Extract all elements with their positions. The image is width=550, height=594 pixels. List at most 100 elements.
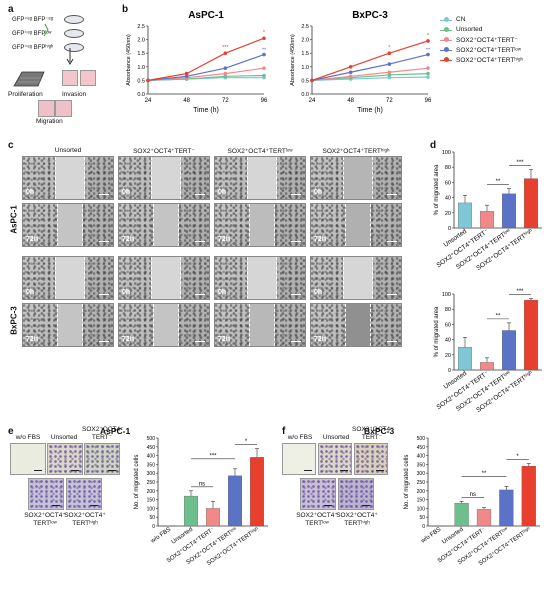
- significance-mark: *: [263, 30, 266, 36]
- data-point: [387, 51, 392, 55]
- sort-row-2-label: GFP⁺ᵉᵍ BFPˡᵒʷ: [12, 31, 52, 37]
- y-tick-label: 2.0: [137, 38, 145, 44]
- column-header: SOX2⁺OCT4⁺TERT⁻: [133, 148, 195, 155]
- legend-label: Unsorted: [456, 26, 483, 33]
- bar: [228, 475, 242, 527]
- x-axis-label: Time (h): [193, 107, 219, 114]
- legend-marker: [444, 17, 449, 22]
- data-point: [262, 52, 266, 57]
- data-point: [184, 74, 189, 79]
- y-tick-label: 40: [445, 196, 451, 202]
- micrograph: 72h: [118, 303, 210, 347]
- y-tick-label: 450: [417, 445, 426, 451]
- series-line: [311, 67, 429, 81]
- y-axis-label: % of migrated area: [434, 164, 440, 215]
- chart-title: BxPC-3: [352, 10, 388, 21]
- data-point: [426, 52, 430, 57]
- x-tick-label: 96: [425, 98, 432, 104]
- y-tick-label: 50: [149, 515, 155, 521]
- transwell-icon: [80, 70, 96, 86]
- bar: [454, 502, 469, 527]
- micrograph: 72h: [214, 203, 306, 247]
- migration-well-icon: [38, 100, 55, 117]
- y-tick-label: 100: [417, 506, 426, 512]
- chart-title: AsPC-1: [188, 10, 224, 21]
- bar: [521, 466, 536, 527]
- y-tick-label: 400: [147, 454, 156, 460]
- y-tick-label: 500: [417, 436, 426, 442]
- x-tick-label: 24: [145, 98, 152, 104]
- y-tick-label: 0.0: [137, 92, 145, 98]
- x-tick-label: 72: [386, 98, 393, 104]
- y-tick-label: 1.5: [301, 51, 309, 57]
- well-label: Unsorted: [50, 434, 78, 441]
- y-tick-label: 250: [417, 480, 426, 486]
- legend-marker: [444, 57, 449, 62]
- y-tick-label: 100: [442, 292, 451, 298]
- significance-label: **: [496, 313, 501, 319]
- data-point: [426, 39, 430, 43]
- significance-mark: ***: [222, 45, 229, 51]
- row-group-label: AsPC-1: [9, 205, 19, 234]
- proliferation-label: Proliferation: [8, 91, 43, 98]
- transwell-image: [10, 443, 46, 475]
- series-line: [311, 53, 429, 81]
- y-axis-label: Absorbance (450nm): [290, 34, 296, 86]
- line-chart-aspc1: AsPC-1 0.0 0.5 1.0 1.5 2.0 2.5 24 48 72 96 Time (h)…: [126, 10, 268, 114]
- x-tick-label: 96: [261, 98, 268, 104]
- legend-marker: [444, 37, 449, 42]
- data-point: [184, 71, 189, 76]
- y-tick-label: 80: [445, 165, 451, 171]
- invasion-label: Invasion: [62, 91, 87, 98]
- series-line: [311, 76, 429, 81]
- series-line: [311, 40, 429, 81]
- y-tick-label: 0: [448, 368, 451, 374]
- legend-label: SOX2⁺OCT4⁺TERT⁻: [456, 37, 518, 44]
- micrograph: 0h: [22, 256, 114, 300]
- panel-label-e: e: [8, 426, 14, 437]
- y-tick-label: 60: [445, 322, 451, 328]
- y-tick-label: 450: [147, 445, 156, 451]
- transwell-image: [318, 443, 352, 475]
- data-point: [146, 78, 150, 83]
- well-label: SOX2⁺OCT4⁺ TERTʰⁱᵍʰ: [336, 512, 378, 527]
- dish-icon: [64, 15, 84, 24]
- data-point: [387, 70, 392, 75]
- y-tick-label: 0.5: [137, 78, 145, 84]
- sort-row-1-label: GFP⁺ᵉᵍ BFP⁻ᵉᵍ: [12, 17, 53, 23]
- y-tick-label: 0: [448, 226, 451, 232]
- micrograph: 0h: [118, 256, 210, 300]
- data-point: [223, 66, 228, 70]
- legend-marker: [444, 47, 449, 52]
- y-tick-label: 150: [417, 498, 426, 504]
- column-header: SOX2⁺OCT4⁺TERTˡᵒʷ: [227, 148, 293, 155]
- well-label: SOX2⁺OCT4⁺ TERTˡᵒʷ: [24, 512, 66, 527]
- panel-label-d: d: [430, 140, 437, 151]
- y-tick-label: 300: [417, 471, 426, 477]
- y-tick-label: 400: [417, 454, 426, 460]
- y-tick-label: 350: [147, 462, 156, 468]
- micrograph: 72h: [214, 303, 306, 347]
- y-tick-label: 2.5: [137, 24, 145, 30]
- micrograph: 72h: [22, 303, 114, 347]
- panel-f-title: BxPC-3: [364, 426, 395, 436]
- arrows-icon: [43, 23, 74, 65]
- significance-label: *: [516, 454, 519, 460]
- y-tick-label: 60: [445, 180, 451, 186]
- legend-item: SOX2⁺OCT4⁺TERTˡᵒʷ: [440, 46, 548, 56]
- well-label: SOX2⁺OCT4⁺ TERTˡᵒʷ: [296, 512, 338, 527]
- significance-label: **: [482, 471, 487, 477]
- transwell-image: [66, 478, 102, 510]
- significance-label: *: [245, 439, 248, 445]
- panel-label-b: b: [122, 4, 129, 15]
- bar: [206, 508, 220, 527]
- well-label: SOX2⁺OCT4⁻ TERT⁻: [352, 426, 394, 441]
- significance-mark: *: [427, 33, 430, 39]
- legend-item: CN: [440, 16, 548, 26]
- panel-label-a: a: [8, 4, 14, 15]
- bar: [458, 202, 472, 229]
- y-tick-label: 150: [147, 498, 156, 504]
- migration-well-icon: [55, 100, 72, 117]
- dish-icon: [64, 29, 84, 38]
- x-tick-label: 24: [309, 98, 316, 104]
